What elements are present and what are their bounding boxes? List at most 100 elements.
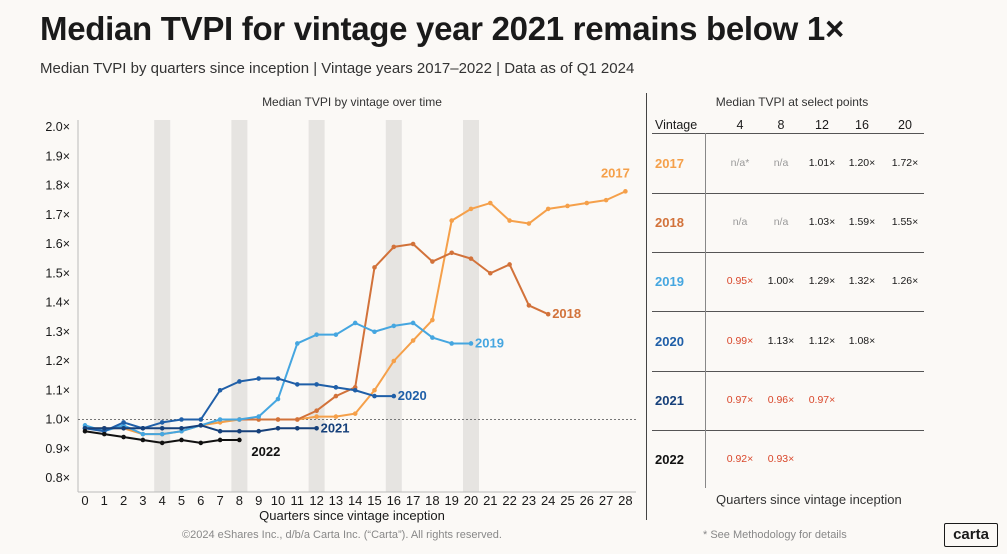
highlight-band-q16 [385,120,402,492]
highlight-band-q20 [463,120,479,492]
x-tick-label: 10 [271,493,285,508]
x-tick-label: 21 [483,493,497,508]
x-tick-label: 23 [522,493,536,508]
table-cell: 1.32× [848,275,876,288]
data-point-2018 [333,393,339,399]
y-tick-label: 1.2× [45,354,70,368]
data-point-2019 [295,341,300,346]
y-tick-label: 1.5× [45,266,70,280]
data-point-2019 [314,332,319,337]
table-cell: 1.03× [808,216,836,229]
x-tick-label: 19 [444,493,458,508]
col-header-vintage: Vintage [655,118,698,132]
series-label-2019: 2019 [475,335,504,350]
table-row: 2020 0.99× 1.13× 1.12× 1.08× [652,312,924,372]
table-cell: 0.96× [767,393,795,406]
x-tick-label: 13 [329,493,343,508]
row-vintage-label: 2021 [655,392,684,408]
data-point-2017 [430,317,435,323]
table-cell: 1.29× [808,275,836,288]
col-header-q8: 8 [777,118,785,132]
data-point-2018 [449,250,455,256]
data-point-2019 [275,396,281,402]
data-point-2022 [237,437,242,443]
data-point-2021 [275,425,281,431]
table-cell: 1.00× [767,275,795,288]
data-point-2018 [488,270,493,276]
data-point-2019 [410,320,416,326]
x-tick-label: 7 [216,493,223,508]
data-point-2022 [102,431,107,437]
data-point-2017 [391,358,397,364]
row-vintage-label: 2019 [655,274,684,290]
page-subtitle: Median TVPI by quarters since inception … [40,60,635,77]
data-point-2019 [217,417,223,422]
methodology-note[interactable]: * See Methodology for details [703,529,847,541]
x-tick-label: 2 [120,493,127,508]
data-point-2022 [140,437,146,443]
table-row: 2018 n/a n/a 1.03× 1.59× 1.55× [652,193,924,254]
data-point-2018 [410,241,416,247]
section-divider [646,93,647,520]
data-point-2020 [179,417,184,422]
x-tick-label: 1 [101,493,108,508]
y-tick-label: 0.9× [45,442,70,456]
table-cell: 1.55× [891,216,919,229]
data-point-2021 [217,428,223,434]
table-row: 2021 0.97× 0.96× 0.97× [652,371,924,431]
data-point-2017 [623,189,628,194]
series-label-2021: 2021 [321,420,350,435]
carta-logo: carta [944,523,998,547]
y-tick-label: 1.8× [45,179,70,193]
data-point-2019 [449,341,455,346]
table-header-rule [652,133,924,134]
data-point-2022 [121,434,126,440]
highlight-band-q8 [231,120,248,492]
table-footer: Quarters since vintage inception [716,492,902,507]
x-tick-label: 15 [367,493,381,508]
table-column-separator [705,133,706,488]
data-point-2018 [430,259,435,264]
data-point-2018 [295,417,300,422]
table-cell: 1.72× [891,157,919,169]
data-point-2017 [449,218,455,223]
data-point-2021 [140,425,146,431]
col-header-q12: 12 [815,118,829,132]
data-point-2019 [352,320,358,326]
data-point-2017 [410,338,416,343]
table-cell: 0.92× [726,453,754,465]
series-label-2017: 2017 [601,165,630,180]
x-tick-label: 26 [580,493,594,508]
x-tick-label: 28 [618,493,632,508]
data-point-2017 [584,200,590,206]
data-point-2020 [333,385,339,390]
row-vintage-label: 2017 [655,156,684,171]
y-tick-label: 1.6× [45,237,70,251]
highlight-band-q4 [154,120,171,492]
table-title: Median TVPI at select points [715,95,869,109]
x-tick-label: 16 [387,493,401,508]
table-cell: 1.01× [808,157,836,169]
data-point-2020 [372,393,377,399]
data-point-2019 [468,341,474,346]
data-point-2021 [198,423,204,428]
data-point-2019 [391,323,397,329]
table-cell: n/a [773,216,789,229]
data-point-2022 [159,440,165,446]
chart-title: Median TVPI by vintage over time [262,95,442,109]
col-header-q20: 20 [898,118,912,132]
data-point-2021 [237,428,242,434]
data-point-2018 [314,408,319,414]
tvpi-line-chart: Median TVPI by vintage over time 0.8× 0.9×… [45,95,636,523]
series-label-2020: 2020 [398,388,427,403]
data-point-2017 [507,218,512,223]
data-point-2017 [526,221,532,226]
table-cell: 0.93× [767,453,795,465]
highlight-band-q12 [308,120,325,492]
y-tick-label: 1.3× [45,325,70,339]
data-point-2017 [352,411,358,416]
data-point-2020 [314,382,319,387]
data-point-2019 [140,431,146,437]
data-point-2020 [159,420,165,425]
table-cell: 1.12× [808,334,836,347]
